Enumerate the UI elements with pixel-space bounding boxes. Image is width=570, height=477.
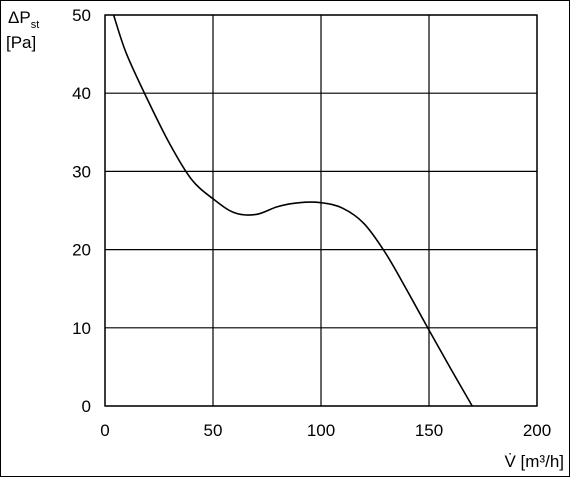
y-tick-label: 0 (82, 397, 91, 416)
x-tick-label: 150 (415, 421, 443, 440)
plot-border (104, 14, 538, 407)
y-tick-label: 20 (72, 241, 91, 260)
y-tick-label: 30 (72, 162, 91, 181)
y-tick-labels: 0 10 20 30 40 50 (72, 6, 91, 416)
grid (104, 14, 538, 407)
x-tick-labels: 0 50 100 150 200 (100, 421, 551, 440)
y-tick-label: 10 (72, 319, 91, 338)
x-tick-label: 200 (523, 421, 551, 440)
x-tick-label: 0 (100, 421, 109, 440)
x-tick-label: 100 (307, 421, 335, 440)
y-axis-subscript: st (31, 19, 40, 31)
x-axis-label: V̇ [m³/h] (504, 452, 564, 471)
plot-area-border (104, 14, 538, 407)
y-axis-unit: [Pa] (6, 33, 36, 52)
pressure-flow-curve (112, 14, 473, 407)
y-tick-label: 40 (72, 84, 91, 103)
y-tick-label: 50 (72, 6, 91, 25)
x-tick-label: 50 (204, 421, 223, 440)
y-axis-label: ΔPst (8, 8, 39, 31)
y-axis-symbol: ΔP (8, 8, 31, 27)
